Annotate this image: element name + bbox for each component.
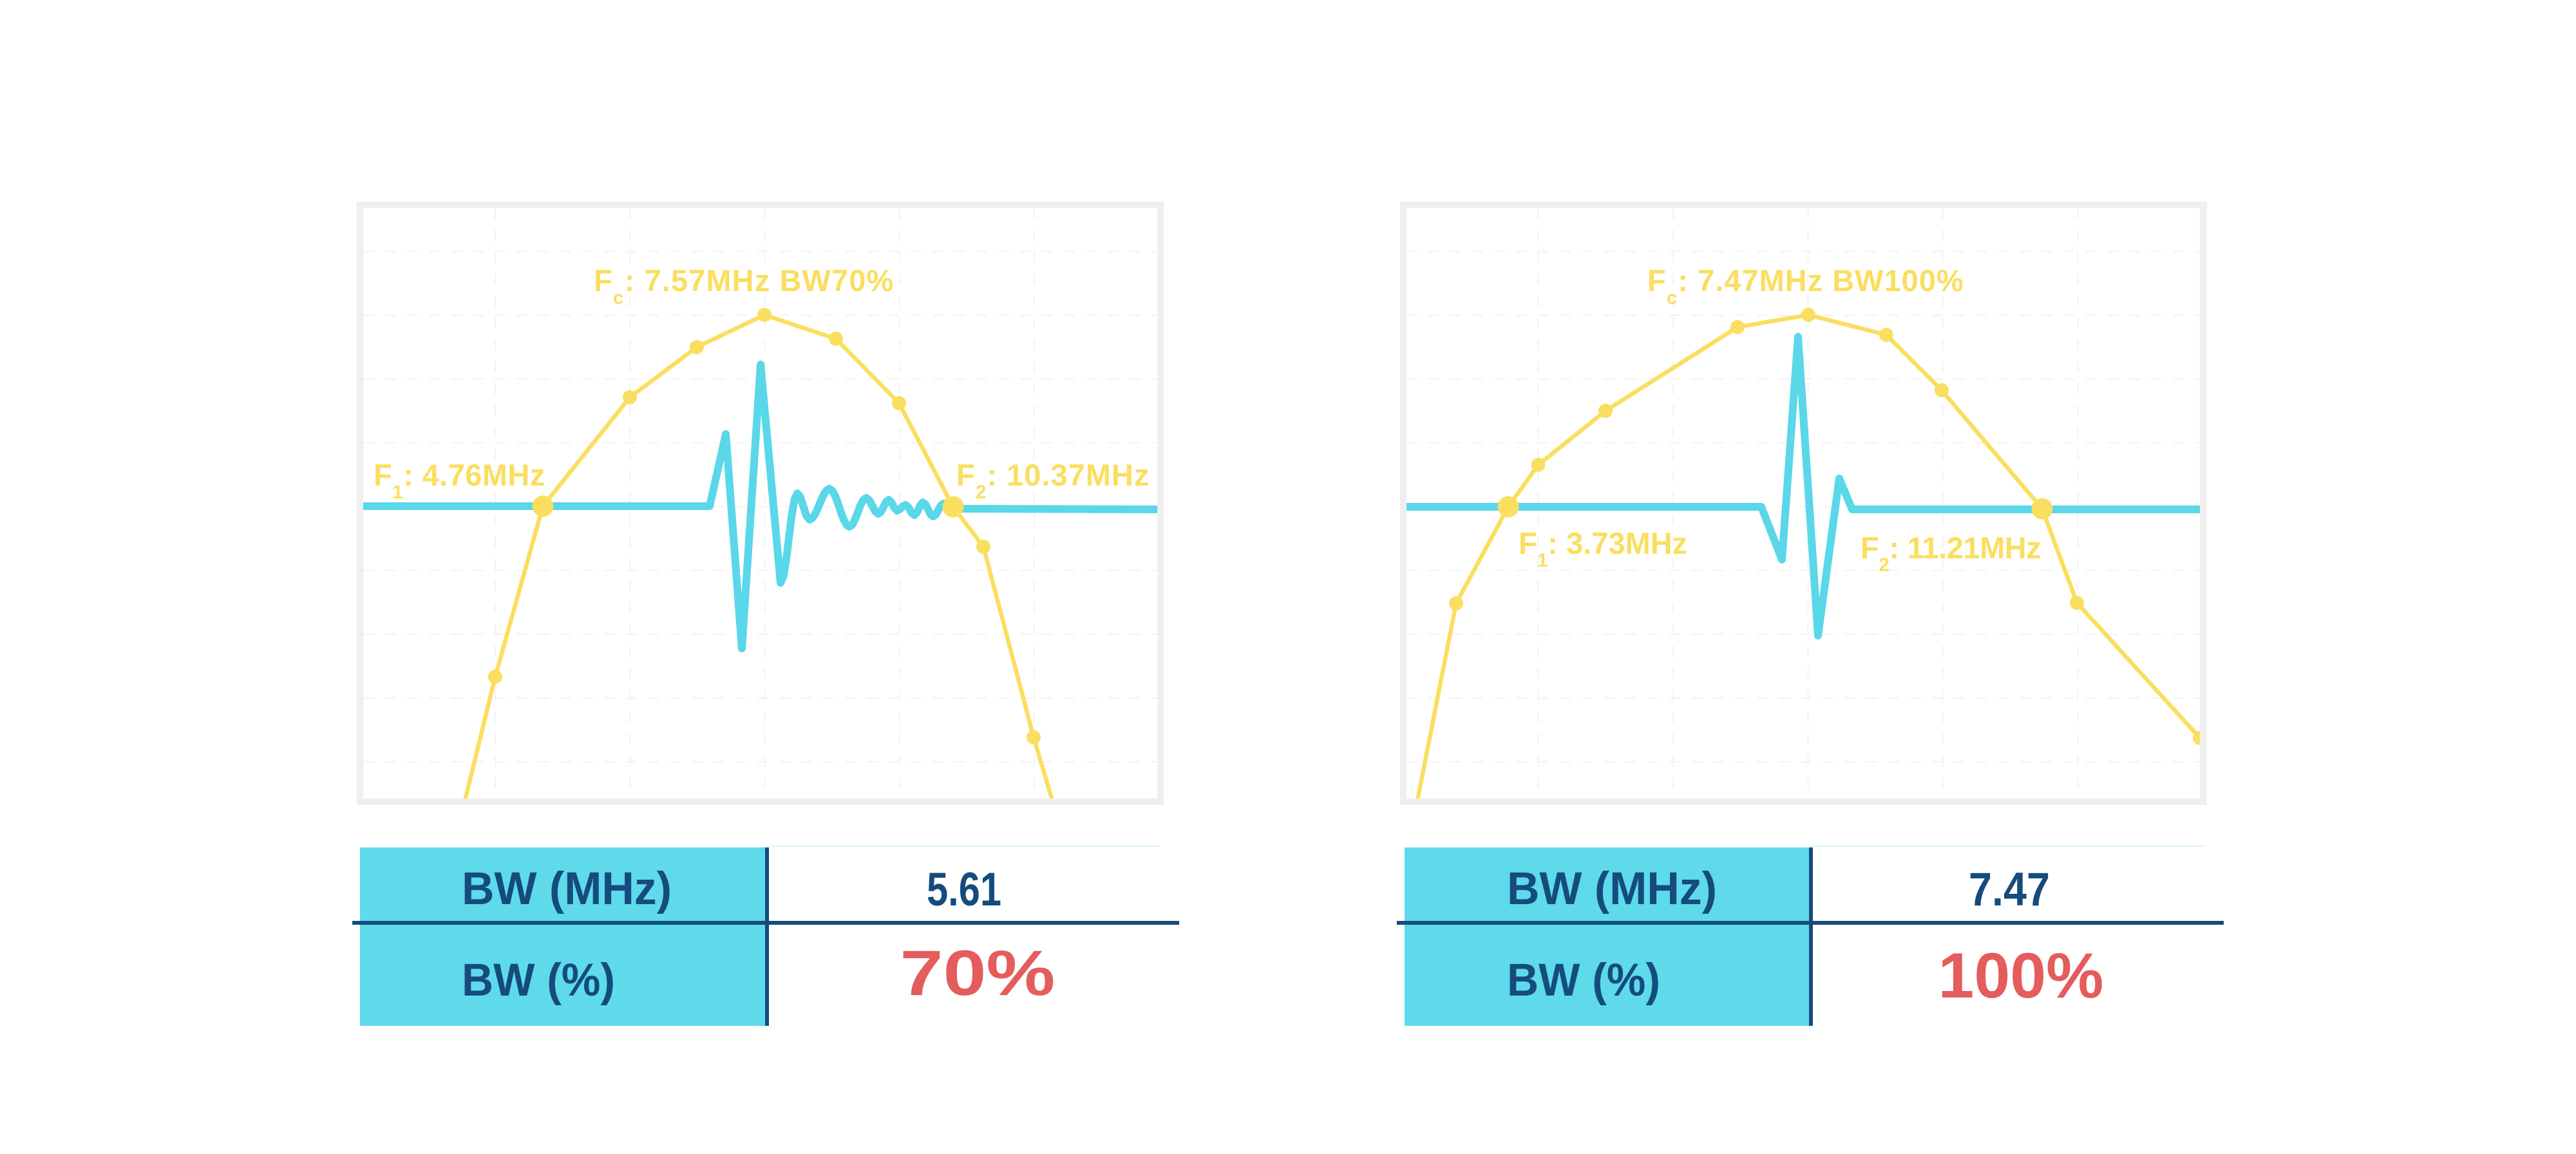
svg-text:70%: 70% [900,937,1056,1008]
svg-text:7.47: 7.47 [1969,864,2050,916]
svg-text:BW (MHz): BW (MHz) [462,864,672,914]
svg-text:5.61: 5.61 [927,864,1001,916]
svg-text:BW (MHz): BW (MHz) [1507,864,1717,914]
svg-text:100%: 100% [1938,940,2104,1011]
svg-text:BW (%): BW (%) [1507,955,1660,1006]
svg-text:BW (%): BW (%) [462,955,615,1006]
